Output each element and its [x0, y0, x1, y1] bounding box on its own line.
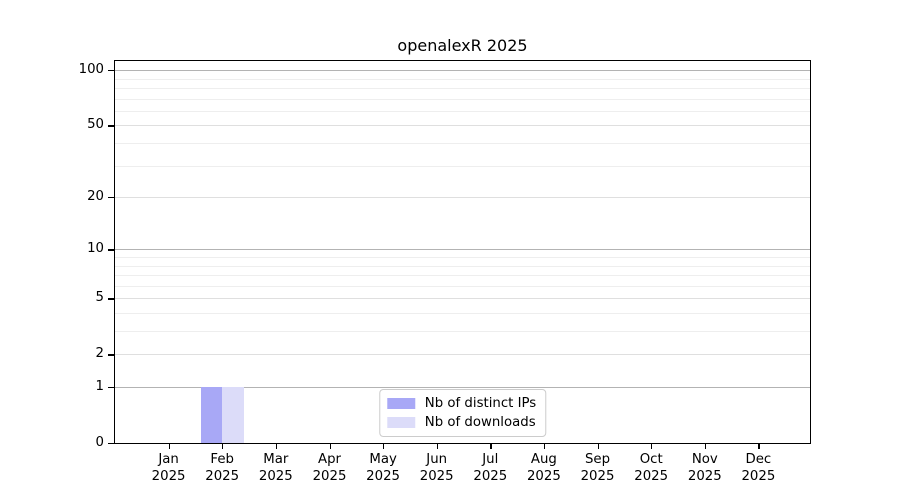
gridline-y-5	[115, 298, 810, 300]
x-tick-mark-may	[383, 444, 385, 449]
x-tick-label-jul: Jul 2025	[473, 452, 508, 484]
x-tick-mark-aug	[543, 444, 546, 449]
gridline-y-10	[115, 249, 810, 251]
gridline-y-2	[115, 354, 810, 356]
y-tick-label-0: 0	[95, 435, 104, 450]
x-tick-mark-jan	[168, 444, 170, 449]
x-tick-label-aug: Aug 2025	[526, 452, 561, 484]
gridline-y-60	[115, 110, 810, 112]
chart-title: openalexR 2025	[397, 36, 528, 55]
legend-label-downloads: Nb of downloads	[424, 415, 536, 430]
gridline-y-90	[115, 78, 810, 80]
gridline-y-1	[115, 387, 810, 388]
x-tick-label-nov: Nov 2025	[687, 452, 722, 484]
gridline-y-20	[115, 197, 810, 199]
legend-label-distinct-ips: Nb of distinct IPs	[424, 396, 537, 411]
y-tick-label-100: 100	[78, 62, 104, 78]
y-tick-label-1: 1	[95, 379, 104, 394]
gridline-y-80	[115, 88, 810, 89]
x-tick-label-jan: Jan 2025	[151, 452, 186, 484]
gridline-y-4	[115, 313, 810, 314]
legend-swatch-downloads	[386, 417, 415, 428]
y-tick-label-2: 2	[95, 346, 104, 362]
bar-downloads-feb	[222, 387, 244, 443]
x-tick-label-jun: Jun 2025	[419, 452, 454, 484]
x-tick-label-apr: Apr 2025	[312, 452, 347, 484]
x-tick-label-oct: Oct 2025	[634, 452, 669, 484]
y-tick-label-5: 5	[95, 290, 104, 306]
bar-distinct-ips-feb	[200, 387, 223, 443]
x-tick-label-sep: Sep 2025	[580, 452, 615, 484]
x-tick-label-mar: Mar 2025	[258, 452, 293, 484]
gridline-y-3	[115, 331, 810, 332]
x-tick-mark-dec	[758, 444, 760, 449]
x-tick-mark-jul	[490, 444, 492, 449]
x-tick-mark-sep	[597, 444, 599, 449]
gridline-y-6	[115, 285, 810, 287]
gridline-y-30	[115, 165, 810, 167]
gridline-y-40	[115, 143, 810, 144]
legend: Nb of distinct IPs Nb of downloads	[378, 389, 547, 437]
gridline-y-100	[115, 70, 810, 72]
gridline-y-9	[115, 257, 810, 258]
gridline-y-8	[115, 265, 810, 267]
x-tick-mark-jun	[436, 444, 438, 449]
legend-item-distinct-ips: Nb of distinct IPs	[386, 394, 537, 413]
y-tick-label-20: 20	[87, 189, 104, 205]
x-tick-mark-nov	[704, 444, 707, 449]
x-tick-mark-oct	[651, 444, 653, 449]
legend-item-downloads: Nb of downloads	[386, 413, 536, 432]
x-tick-mark-mar	[275, 444, 278, 449]
plot-area: Nb of distinct IPs Nb of downloads	[114, 60, 811, 444]
gridline-y-70	[115, 98, 810, 100]
x-tick-label-may: May 2025	[366, 452, 401, 484]
x-tick-label-dec: Dec 2025	[741, 452, 776, 484]
y-tick-label-50: 50	[87, 117, 104, 133]
legend-swatch-distinct-ips	[386, 398, 415, 409]
x-tick-mark-feb	[222, 444, 224, 449]
gridline-y-50	[115, 125, 810, 127]
x-tick-label-feb: Feb 2025	[205, 452, 240, 484]
y-tick-label-10: 10	[87, 241, 104, 257]
x-tick-mark-apr	[329, 444, 331, 449]
gridline-y-7	[115, 275, 810, 276]
